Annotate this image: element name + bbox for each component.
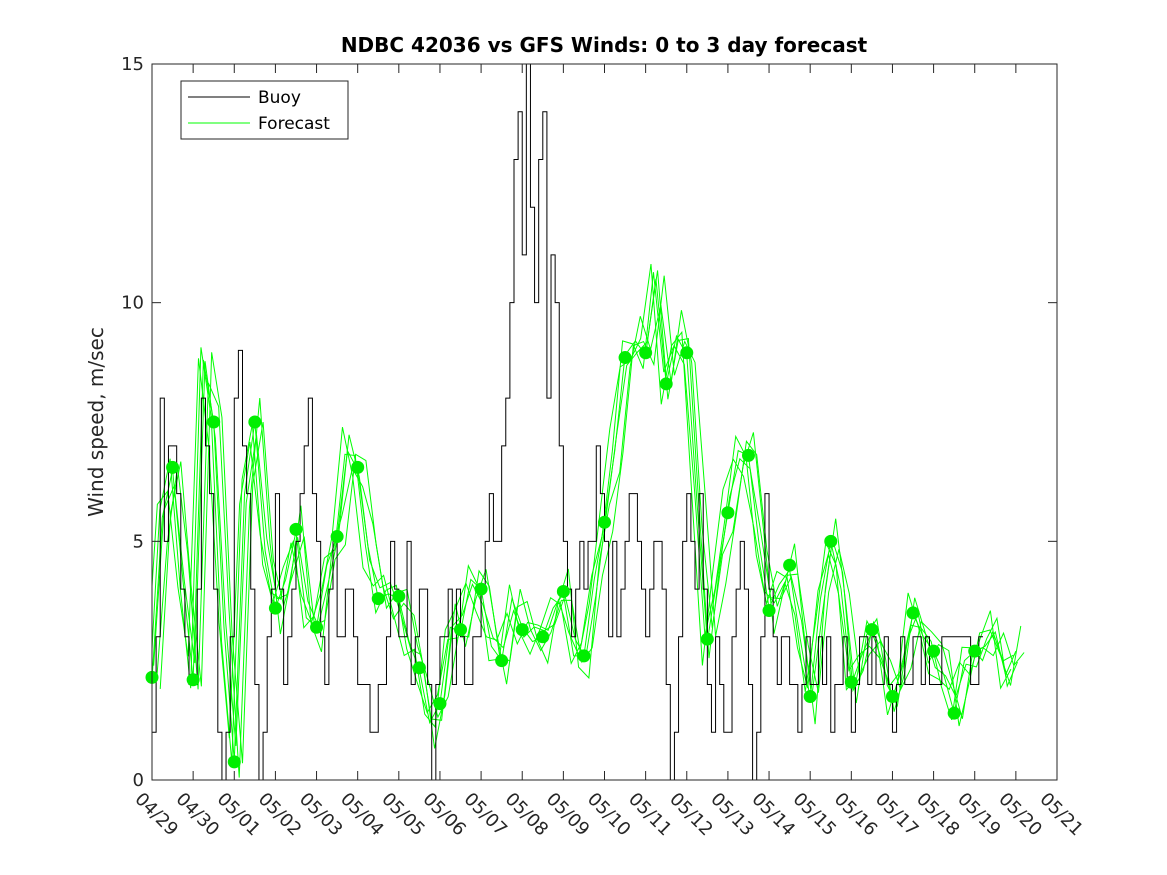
forecast-marker — [474, 582, 488, 596]
forecast-marker — [947, 706, 961, 720]
legend-buoy-label: Buoy — [258, 88, 301, 108]
legend-forecast-label: Forecast — [258, 114, 330, 134]
forecast-marker — [844, 675, 858, 689]
y-axis-ticks: 0 5 10 15 — [121, 54, 1057, 791]
forecast-marker — [598, 515, 611, 529]
x-tick-label: 05/06 — [418, 789, 470, 841]
x-tick-label: 05/02 — [254, 789, 306, 841]
forecast-marker — [927, 644, 941, 658]
forecast-marker — [207, 415, 221, 429]
forecast-marker — [659, 377, 673, 391]
forecast-marker — [680, 346, 694, 360]
x-tick-label: 05/04 — [336, 789, 388, 841]
buoy-series — [152, 64, 983, 780]
x-tick-label: 05/08 — [501, 789, 553, 841]
forecast-marker — [968, 644, 982, 658]
legend-box — [180, 80, 349, 140]
forecast-marker — [536, 630, 550, 644]
forecast-marker — [433, 697, 447, 711]
x-tick-label: 05/14 — [748, 789, 800, 841]
forecast-marker — [721, 506, 735, 520]
x-tick-label: 05/20 — [994, 789, 1046, 841]
x-tick-label: 05/03 — [295, 789, 347, 841]
forecast-markers — [145, 346, 982, 769]
forecast-marker — [618, 351, 632, 365]
y-axis-label: Wind speed, m/sec — [84, 327, 108, 517]
x-axis-ticks: 04/2904/3005/0105/0205/0305/0405/0505/06… — [130, 64, 1087, 840]
forecast-marker — [351, 460, 365, 474]
x-tick-label: 05/11 — [624, 789, 676, 841]
forecast-line — [152, 278, 1017, 761]
forecast-marker — [371, 592, 385, 606]
x-tick-label: 05/17 — [871, 789, 923, 841]
forecast-marker — [454, 623, 468, 637]
x-tick-label: 05/16 — [830, 789, 882, 841]
y-tick-label: 15 — [121, 54, 144, 75]
y-tick-label: 5 — [133, 531, 144, 552]
x-tick-label: 05/13 — [706, 789, 758, 841]
x-tick-label: 04/29 — [130, 789, 182, 841]
buoy-line — [152, 64, 983, 780]
forecast-line — [159, 275, 1025, 764]
forecast-marker — [248, 415, 262, 429]
forecast-marker — [289, 522, 303, 536]
y-tick-label: 10 — [121, 293, 144, 314]
forecast-marker — [639, 346, 653, 360]
forecast-marker — [700, 632, 714, 646]
forecast-marker — [803, 689, 817, 703]
forecast-marker — [515, 623, 529, 637]
x-tick-label: 05/10 — [583, 789, 635, 841]
forecast-marker — [865, 623, 879, 637]
x-tick-label: 04/30 — [172, 789, 224, 841]
x-tick-label: 05/19 — [953, 789, 1005, 841]
forecast-marker — [741, 448, 755, 462]
forecast-marker — [906, 606, 920, 620]
x-tick-label: 05/05 — [377, 789, 429, 841]
forecast-marker — [186, 673, 200, 687]
forecast-line — [156, 304, 1022, 778]
forecast-marker — [495, 654, 509, 668]
y-tick-label: 0 — [133, 770, 144, 791]
forecast-marker — [885, 689, 899, 703]
x-tick-label: 05/15 — [789, 789, 841, 841]
x-tick-label: 05/12 — [665, 789, 717, 841]
forecast-marker — [330, 530, 344, 544]
forecast-marker — [166, 460, 180, 474]
x-tick-label: 05/09 — [542, 789, 594, 841]
x-tick-label: 05/18 — [912, 789, 964, 841]
forecast-marker — [268, 601, 282, 615]
x-tick-label: 05/07 — [460, 789, 512, 841]
chart-title: NDBC 42036 vs GFS Winds: 0 to 3 day fore… — [341, 33, 868, 57]
forecast-marker — [762, 604, 776, 618]
forecast-marker — [310, 620, 324, 634]
forecast-marker — [227, 755, 241, 769]
forecast-marker — [412, 661, 426, 675]
forecast-marker — [577, 649, 591, 663]
forecast-marker — [392, 589, 406, 603]
legend: Buoy Forecast — [180, 80, 349, 140]
x-tick-label: 05/21 — [1035, 789, 1087, 841]
forecast-marker — [783, 558, 797, 572]
x-tick-label: 05/01 — [213, 789, 265, 841]
forecast-marker — [556, 584, 570, 598]
forecast-marker — [824, 534, 838, 548]
